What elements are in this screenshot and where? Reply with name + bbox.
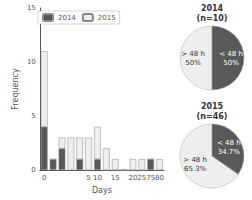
svg-text:Frequency: Frequency: [11, 68, 20, 110]
svg-text:(n=10): (n=10): [197, 14, 228, 23]
svg-text:65.3%: 65.3%: [184, 165, 207, 173]
svg-text:20: 20: [128, 174, 137, 182]
svg-text:80: 80: [155, 174, 164, 182]
svg-text:Days: Days: [92, 186, 112, 195]
svg-text:0: 0: [42, 174, 46, 182]
svg-text:15: 15: [111, 174, 120, 182]
svg-text:2014: 2014: [58, 14, 76, 22]
svg-text:> 48 h: > 48 h: [181, 50, 205, 58]
svg-text:2015: 2015: [98, 14, 116, 22]
svg-text:5: 5: [86, 174, 90, 182]
svg-text:5: 5: [31, 112, 35, 120]
svg-text:15: 15: [27, 4, 36, 12]
svg-text:(n=46): (n=46): [197, 112, 228, 121]
svg-text:10: 10: [93, 174, 102, 182]
svg-text:0: 0: [31, 166, 35, 174]
svg-text:75: 75: [146, 174, 155, 182]
svg-text:50%: 50%: [185, 59, 201, 67]
svg-text:< 48 h: < 48 h: [219, 50, 243, 58]
svg-text:< 48 h: < 48 h: [217, 139, 241, 147]
svg-text:2015: 2015: [201, 102, 224, 111]
svg-text:25: 25: [137, 174, 146, 182]
svg-text:> 48 h: > 48 h: [183, 156, 207, 164]
svg-text:34.7%: 34.7%: [218, 148, 241, 156]
svg-text:2014: 2014: [201, 4, 224, 13]
svg-text:50%: 50%: [223, 59, 239, 67]
svg-text:10: 10: [27, 58, 36, 66]
